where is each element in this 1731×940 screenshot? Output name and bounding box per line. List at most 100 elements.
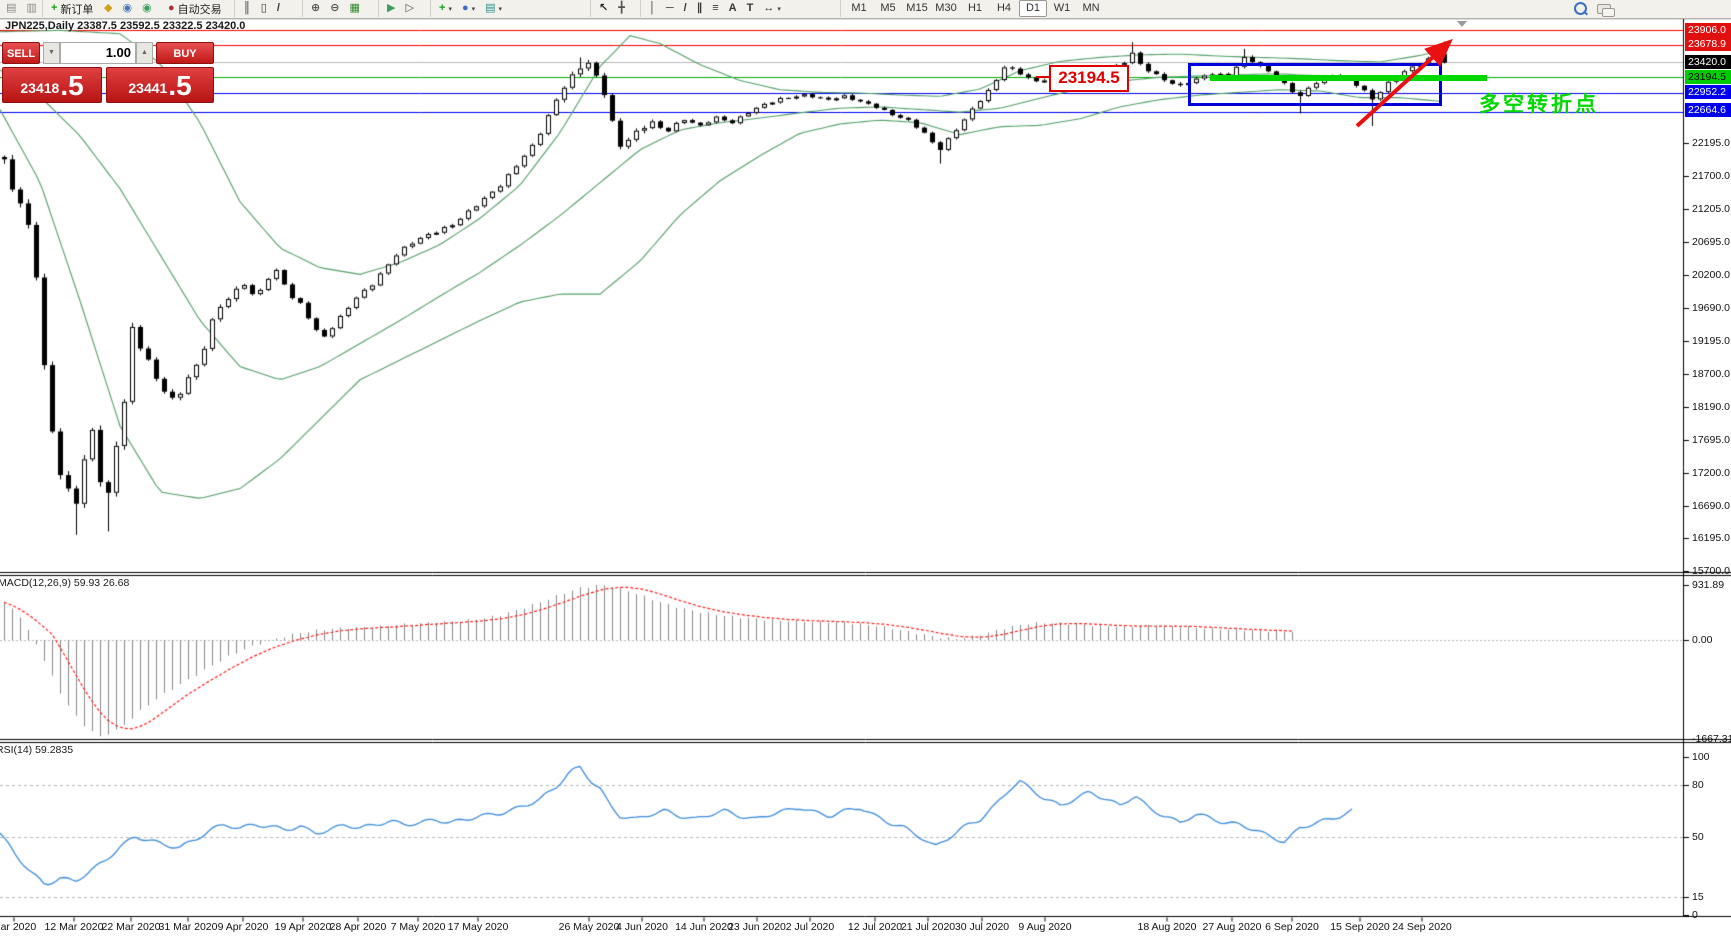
bar-chart-icon[interactable]: ║ (239, 0, 255, 17)
timeframe-h1[interactable]: H1 (967, 2, 983, 14)
price-axis-tick-label: 20695.0 (1692, 236, 1730, 248)
channel-icon[interactable]: ∥ (693, 0, 707, 17)
dropdown-caret-icon: ▾ (471, 5, 476, 13)
trendline-icon[interactable]: / (680, 0, 691, 17)
horizontal-line-icon[interactable]: ─ (662, 0, 678, 17)
indicator-axis-tick-label: 50 (1692, 831, 1704, 843)
date-axis-tick-label: 22 Mar 2020 (101, 921, 161, 933)
chat-icon[interactable] (1593, 0, 1615, 17)
channel-icon: ∥ (696, 2, 703, 14)
new-order-button[interactable]: + 新订单 (47, 0, 97, 17)
toolbar-right-group (1570, 0, 1617, 17)
arrows-icon[interactable]: ↔ ▾ (759, 0, 785, 17)
timeframe-m15[interactable]: M15 (906, 2, 928, 14)
timeframe-group: M1 M5 M15 M30 H1 H4 D1 W1 MN (840, 0, 1106, 17)
dropdown-caret-icon: ▾ (448, 5, 452, 13)
vertical-line-icon: │ (649, 2, 656, 14)
autotrading-button-label: 自动交易 (177, 3, 222, 16)
date-axis-tick-label: 30 Jul 2020 (954, 921, 1010, 933)
one-click-trading-panel: SELL ▼ 1.00 ▲ BUY 23418 .5 23441 .5 (2, 42, 214, 103)
date-axis-tick-label: 24 Sep 2020 (1392, 921, 1452, 933)
date-axis-tick-label: 15 Sep 2020 (1330, 921, 1390, 933)
price-axis-tick-label: 18700.0 (1692, 368, 1730, 380)
date-axis-tick-label: 4 Jun 2020 (616, 921, 668, 933)
search-icon[interactable] (1570, 0, 1591, 17)
line-chart-icon[interactable]: / (273, 0, 284, 17)
label-icon[interactable]: T (743, 0, 758, 17)
templates-button[interactable]: ▤ ▾ (481, 0, 506, 17)
sell-price-button[interactable]: 23418 .5 (2, 67, 103, 103)
cursor-icon[interactable]: ↖ (595, 0, 612, 17)
chart-title: JPN225,Daily 23387.5 23592.5 23322.5 234… (5, 20, 246, 32)
dropdown-caret-icon: ▾ (777, 5, 781, 13)
auto-scroll-icon[interactable]: ▶ (383, 0, 399, 17)
price-axis-tick-label: 15700.0 (1692, 565, 1730, 577)
timeframe-d1[interactable]: D1 (1019, 0, 1047, 17)
toolbar-group: ║ ▯ / (234, 0, 286, 17)
timeframe-h4[interactable]: H4 (996, 2, 1012, 14)
market-watch-icon[interactable]: ◉ (118, 0, 136, 17)
timeframe-m1[interactable]: M1 (851, 2, 867, 14)
date-axis-tick-label: Mar 2020 (0, 921, 37, 933)
new-chart-icon[interactable]: ▤ (2, 0, 20, 17)
volume-up-button[interactable]: ▲ (136, 42, 153, 64)
date-axis-tick-label: 23 Jun 2020 (728, 921, 786, 933)
timeframe-w1[interactable]: W1 (1053, 2, 1071, 14)
zoom-out-icon: ⊖ (330, 2, 340, 14)
candlestick-chart-icon[interactable]: ▯ (257, 0, 271, 17)
consolidation-range-box (1188, 63, 1442, 106)
chart-shift-marker[interactable] (1457, 21, 1467, 27)
support-level-bar (1210, 75, 1487, 81)
buy-price-button[interactable]: 23441 .5 (106, 67, 214, 103)
price-axis-tick-label: 21205.0 (1692, 203, 1730, 215)
macd-indicator-label: MACD(12,26,9) 59.93 26.68 (0, 577, 130, 589)
indicator-axis-tick-label: 0.00 (1692, 634, 1713, 646)
date-axis-tick-label: 31 Mar 2020 (158, 921, 218, 933)
sell-price-fraction: .5 (60, 70, 84, 101)
zoom-out-icon[interactable]: ⊖ (326, 0, 343, 17)
text-icon[interactable]: A (725, 0, 741, 17)
price-axis-tick-label: 19690.0 (1692, 302, 1730, 314)
chart-shift-icon[interactable]: ▷ (401, 0, 417, 17)
print-preview-icon[interactable]: ▥ (22, 0, 40, 17)
zoom-in-icon[interactable]: ⊕ (307, 0, 324, 17)
volume-input[interactable]: 1.00 (60, 42, 136, 64)
toolbox-icon[interactable]: ◆ (100, 0, 116, 17)
toolbar-group: │ ─ / ∥ ≡ A T ↔ ▾ (640, 0, 787, 17)
date-axis-tick-label: 2 Jul 2020 (785, 921, 835, 933)
price-marker-label: 22952.2 (1685, 85, 1731, 99)
buy-price-fraction: .5 (168, 70, 192, 101)
periods-button[interactable]: ● ▾ (458, 0, 479, 17)
timeframe-m5[interactable]: M5 (880, 2, 896, 14)
line-chart-icon: / (276, 2, 280, 14)
indicator-axis-tick-label: -1667.31 (1692, 733, 1731, 745)
sell-button[interactable]: SELL (2, 42, 40, 64)
toolbar-group: ⊕ ⊖ ▦ (302, 0, 366, 17)
vertical-line-icon[interactable]: │ (645, 0, 660, 17)
date-axis-tick-label: 26 May 2020 (558, 921, 620, 933)
indicators-button[interactable]: + ▾ (435, 0, 456, 17)
crosshair-icon[interactable]: ╋ (614, 0, 629, 17)
buy-button[interactable]: BUY (156, 42, 214, 64)
horizontal-line-icon: ─ (665, 2, 674, 14)
volume-down-button[interactable]: ▼ (43, 42, 60, 64)
toolbox-icon: ◆ (104, 2, 113, 14)
indicators-button: + (439, 2, 446, 14)
bar-chart-icon: ║ (243, 2, 251, 14)
indicator-axis-tick-label: 80 (1692, 779, 1704, 791)
toolbar-group: + ▾ ● ▾ ▤ ▾ (430, 0, 508, 17)
date-axis-tick-label: 12 Mar 2020 (44, 921, 104, 933)
tile-windows-icon[interactable]: ▦ (345, 0, 363, 17)
price-axis-tick-label: 16195.0 (1692, 532, 1730, 544)
timeframe-mn[interactable]: MN (1082, 2, 1100, 14)
price-marker-label: 22664.6 (1685, 103, 1731, 117)
timeframe-m30[interactable]: M30 (935, 2, 957, 14)
signals-icon[interactable]: ◉ (138, 0, 156, 17)
date-axis-tick-label: 19 Apr 2020 (274, 921, 332, 933)
toolbar-group: + 新订单 (42, 0, 99, 17)
date-axis-tick-label: 6 Sep 2020 (1265, 921, 1319, 933)
date-axis-tick-label: 17 May 2020 (447, 921, 509, 933)
autotrading-button[interactable]: ● 自动交易 (164, 0, 226, 17)
fibonacci-icon[interactable]: ≡ (708, 0, 722, 17)
